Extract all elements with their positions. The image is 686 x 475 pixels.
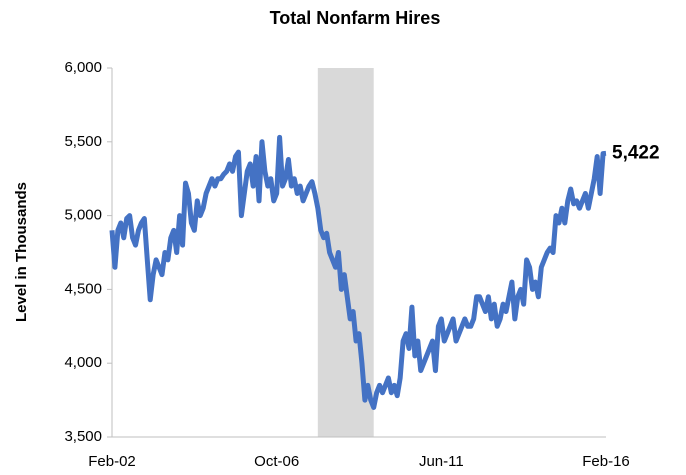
y-tick-label: 3,500 <box>64 428 102 445</box>
x-tick-label: Feb-02 <box>88 453 136 470</box>
y-tick-label: 6,000 <box>64 59 102 76</box>
y-axis-label: Level in Thousands <box>13 182 30 322</box>
y-tick-label: 4,000 <box>64 354 102 371</box>
x-tick-label: Feb-16 <box>582 453 630 470</box>
x-tick-label: Jun-11 <box>419 453 464 470</box>
x-tick-label: Oct-06 <box>254 453 299 470</box>
y-tick-label: 4,500 <box>64 280 102 297</box>
data-line <box>109 134 607 410</box>
y-tick-label: 5,000 <box>64 207 102 224</box>
end-label: 5,422 <box>612 142 660 163</box>
y-tick-label: 5,500 <box>64 133 102 150</box>
chart-title: Total Nonfarm Hires <box>270 8 441 28</box>
